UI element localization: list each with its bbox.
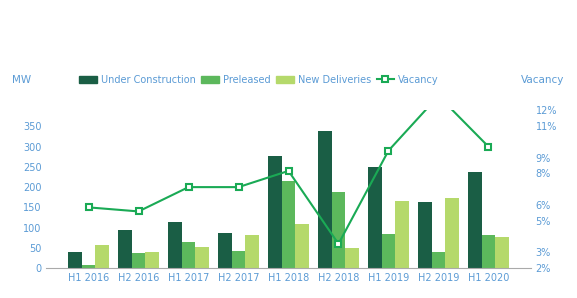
Bar	[445, 198, 459, 268]
Bar	[382, 234, 395, 268]
Bar	[482, 235, 495, 268]
Bar	[68, 252, 82, 268]
Bar	[218, 233, 232, 268]
Bar	[118, 230, 132, 268]
Bar	[195, 247, 209, 268]
Bar	[132, 253, 145, 268]
Bar	[395, 201, 409, 268]
Bar	[368, 167, 382, 268]
Bar	[468, 172, 482, 268]
Bar	[95, 245, 109, 268]
Bar	[268, 156, 282, 268]
Bar	[418, 202, 432, 268]
Bar	[168, 221, 182, 268]
Bar	[432, 252, 445, 268]
Bar	[495, 237, 509, 268]
Text: Vacancy: Vacancy	[521, 75, 565, 86]
Legend: Under Construction, Preleased, New Deliveries, Vacancy: Under Construction, Preleased, New Deliv…	[76, 71, 443, 89]
Bar	[282, 181, 295, 268]
Bar	[345, 248, 359, 268]
Bar	[182, 242, 195, 268]
Bar	[295, 224, 309, 268]
Bar	[145, 252, 159, 268]
Bar	[82, 265, 95, 268]
Bar	[319, 131, 332, 268]
Bar	[245, 235, 258, 268]
Text: MW: MW	[12, 75, 32, 86]
Bar	[232, 251, 245, 268]
Bar	[332, 192, 345, 268]
